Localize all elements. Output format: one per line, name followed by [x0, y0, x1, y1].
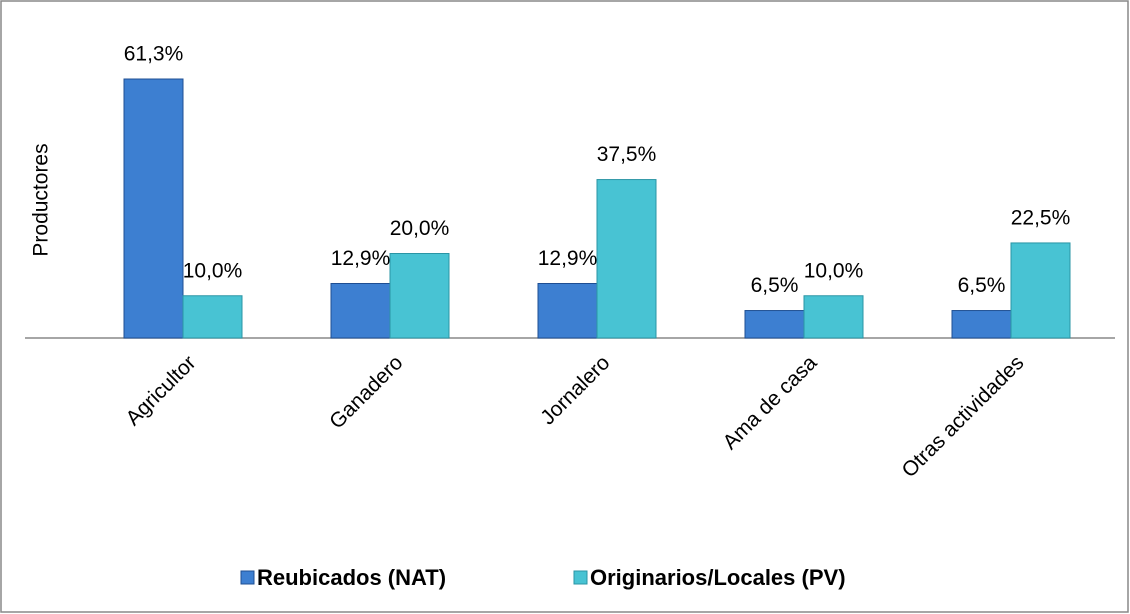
bar	[744, 310, 805, 339]
y-axis-label: Productores	[30, 143, 53, 256]
data-label: 6,5%	[751, 274, 799, 297]
legend-swatch	[573, 570, 588, 585]
bar	[951, 310, 1012, 339]
bar	[330, 282, 391, 339]
legend-label: Originarios/Locales (PV)	[590, 565, 846, 590]
bar	[123, 78, 184, 339]
data-label: 10,0%	[183, 259, 243, 282]
data-label: 12,9%	[538, 247, 598, 270]
bar	[1010, 242, 1071, 339]
bar	[182, 295, 243, 339]
data-label: 22,5%	[1011, 206, 1071, 229]
data-label: 37,5%	[597, 143, 657, 166]
bar	[537, 282, 598, 339]
data-label: 20,0%	[390, 217, 450, 240]
data-label: 12,9%	[331, 247, 391, 270]
legend-label: Reubicados (NAT)	[257, 565, 446, 590]
data-label: 10,0%	[804, 259, 864, 282]
data-label: 61,3%	[124, 43, 184, 66]
data-label: 6,5%	[958, 274, 1006, 297]
bar	[389, 253, 450, 339]
bar	[596, 179, 657, 339]
legend-swatch	[240, 570, 255, 585]
bar	[803, 295, 864, 339]
